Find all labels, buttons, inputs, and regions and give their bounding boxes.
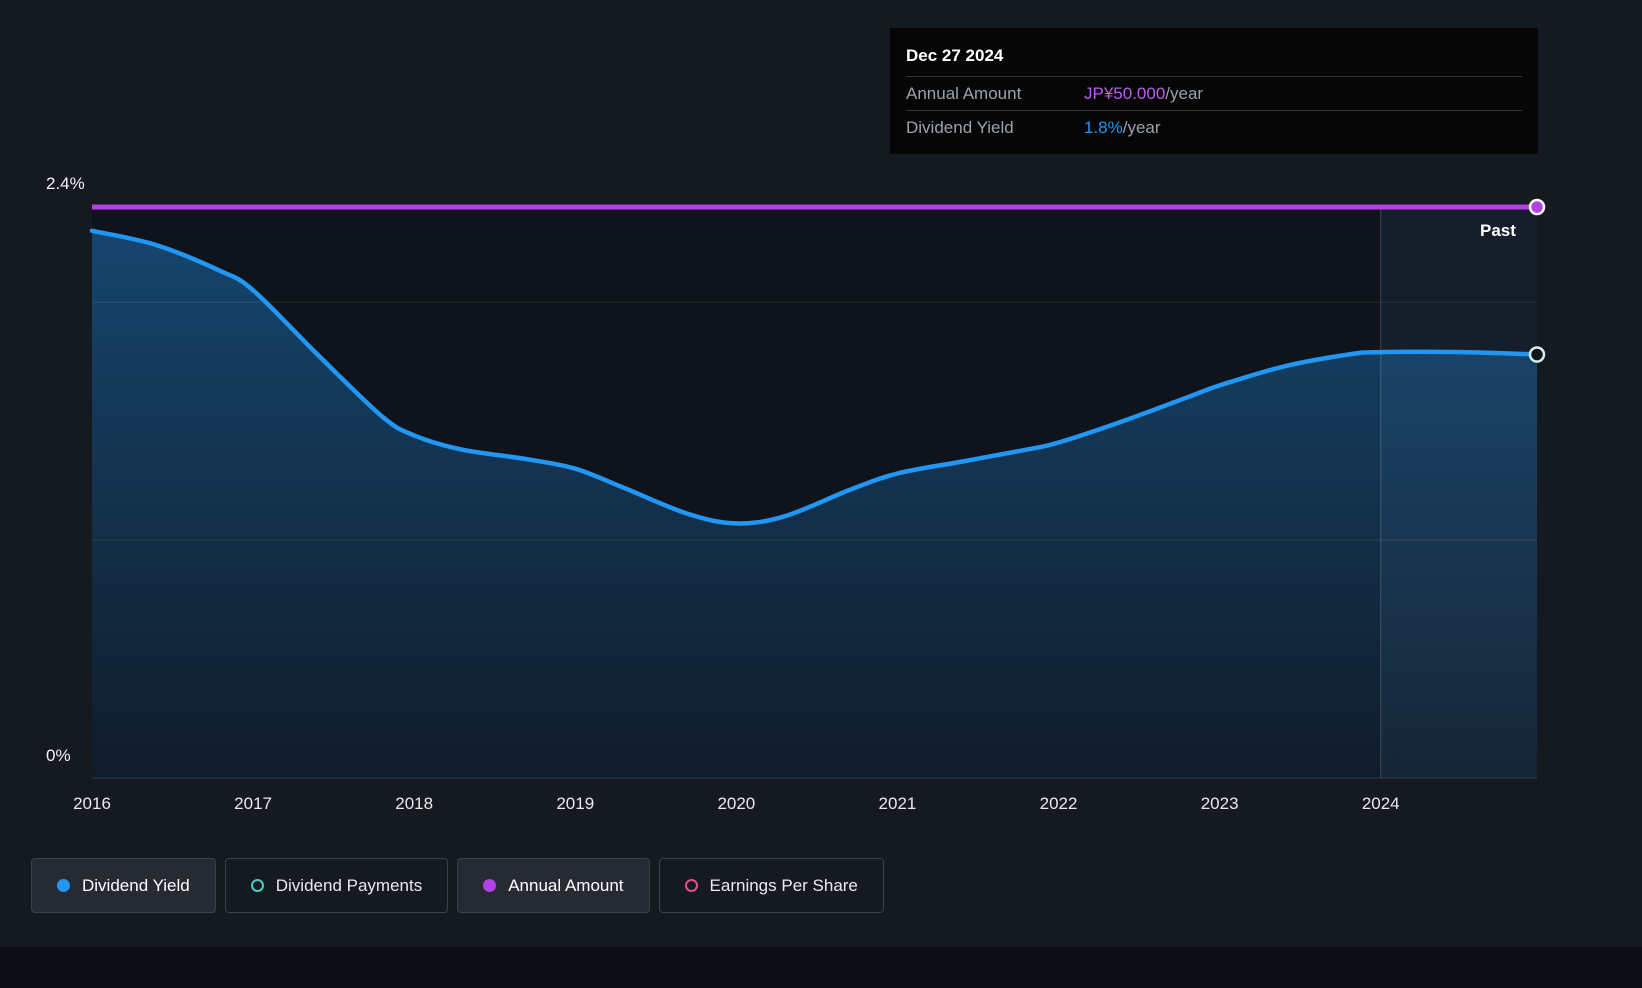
legend-label: Earnings Per Share (709, 875, 858, 895)
annual-amount-marker-icon (483, 879, 497, 892)
dividend-payments-marker-icon (250, 879, 264, 892)
bottom-strip (0, 947, 1642, 988)
legend-dividend-yield[interactable]: Dividend Yield (31, 858, 216, 913)
legend-label: Dividend Payments (275, 875, 423, 895)
tooltip-row-suffix: /year (1165, 84, 1204, 103)
x-tick-2017: 2017 (234, 794, 272, 813)
legend: Dividend Yield Dividend Payments Annual Am… (31, 858, 884, 913)
legend-earnings-per-share[interactable]: Earnings Per Share (658, 858, 884, 913)
annual-amount-end-marker (1528, 198, 1546, 216)
legend-label: Dividend Yield (82, 875, 190, 895)
tooltip-date: Dec 27 2024 (906, 36, 1522, 77)
tooltip-row-dividend-yield: Dividend Yield 1.8% /year (906, 111, 1522, 144)
tooltip-row-suffix: /year (1122, 118, 1161, 137)
past-label: Past (1480, 221, 1516, 240)
x-tick-2021: 2021 (878, 794, 917, 813)
dividend-yield-line (89, 228, 1540, 526)
x-tick-2019: 2019 (556, 794, 595, 813)
dividend-yield-marker-icon (57, 879, 70, 892)
past-highlight-region (1380, 207, 1537, 778)
x-tick-2023: 2023 (1200, 794, 1239, 813)
x-tick-2022: 2022 (1039, 794, 1078, 813)
x-axis: 2016 2017 2018 2019 2020 2021 2022 2023 2024 (0, 794, 1642, 820)
tooltip-row-label: Annual Amount (906, 84, 1022, 103)
tooltip-row-value: JP¥50.000 (1084, 84, 1166, 103)
tooltip-row-label: Dividend Yield (906, 118, 1014, 137)
y-axis-label-bottom: 0% (46, 746, 71, 765)
dividend-yield-area (92, 230, 1537, 778)
tooltip: Dec 27 2024 Annual Amount JP¥50.000 /yea… (890, 28, 1538, 154)
legend-label: Annual Amount (508, 875, 624, 895)
y-axis-label-top: 2.4% (46, 174, 85, 193)
x-tick-2020: 2020 (717, 794, 756, 813)
legend-dividend-payments[interactable]: Dividend Payments (224, 858, 449, 913)
dividend-yield-end-marker (1528, 346, 1546, 363)
earnings-per-share-marker-icon (684, 879, 698, 892)
tooltip-row-value: 1.8% (1084, 118, 1123, 137)
x-tick-2024: 2024 (1361, 794, 1400, 813)
x-tick-2018: 2018 (395, 794, 434, 813)
legend-annual-amount[interactable]: Annual Amount (457, 858, 650, 913)
x-tick-2016: 2016 (73, 794, 111, 813)
tooltip-row-annual-amount: Annual Amount JP¥50.000 /year (906, 77, 1522, 111)
